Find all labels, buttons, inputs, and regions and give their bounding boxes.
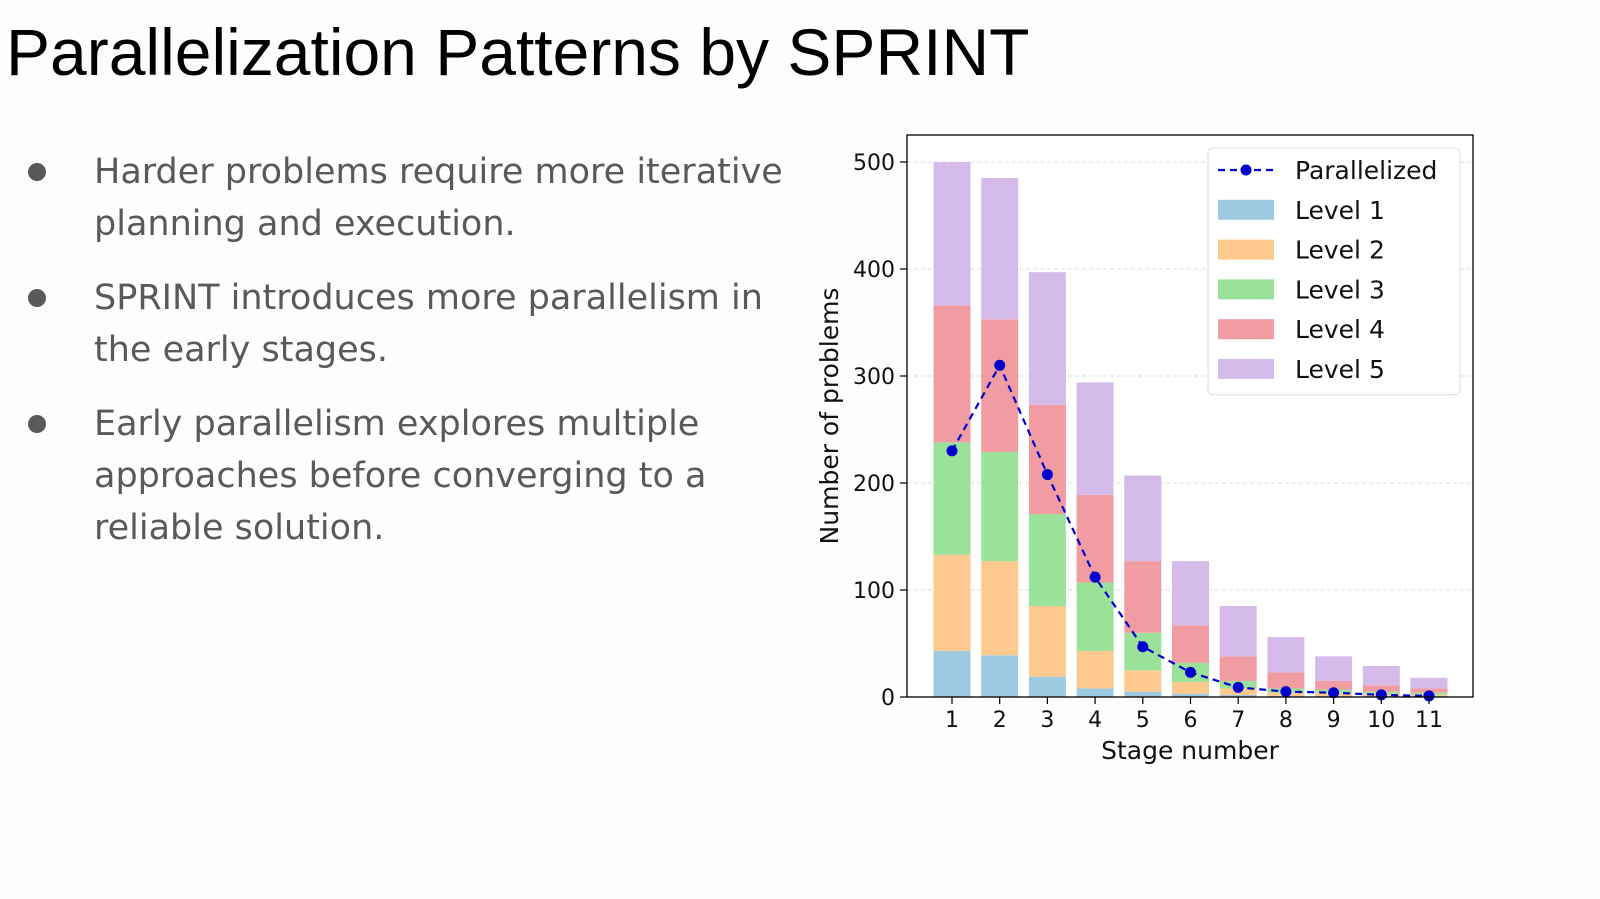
bar-segment-level-4 [1028, 404, 1066, 515]
bullet-text: SPRINT introduces more parallelism in th… [94, 278, 763, 370]
bar-segment-level-2 [1028, 606, 1066, 677]
x-tick-label: 1 [945, 708, 959, 733]
bullet-icon [28, 289, 46, 307]
bar-segment-level-4 [1362, 685, 1400, 692]
legend-patch [1218, 279, 1274, 300]
bar-segment-level-2 [1172, 682, 1209, 694]
bar-segment-level-1 [1124, 691, 1162, 697]
bar-segment-level-2 [981, 561, 1019, 656]
bar-segment-level-1 [933, 650, 971, 697]
bar-segment-level-5 [1028, 272, 1066, 405]
bar-segment-level-1 [981, 655, 1019, 697]
legend-marker [1240, 164, 1252, 176]
bullet-text: Harder problems require more iterative p… [94, 152, 783, 244]
y-axis-label: Number of problems [815, 288, 844, 545]
bar-segment-level-4 [933, 305, 971, 443]
y-tick-label: 100 [853, 579, 895, 604]
y-tick-label: 500 [853, 151, 895, 176]
bar-segment-level-5 [933, 162, 971, 306]
bar-segment-level-5 [1076, 382, 1114, 495]
bullet-item: Early parallelism explores multiple appr… [22, 398, 812, 554]
parallelized-point [1423, 690, 1435, 702]
parallelized-point [1089, 571, 1101, 583]
bar-segment-level-3 [981, 451, 1019, 562]
bullet-item: Harder problems require more iterative p… [22, 146, 812, 250]
x-tick-label: 6 [1184, 708, 1198, 733]
legend-label: Level 1 [1295, 196, 1385, 225]
y-tick-label: 400 [853, 258, 895, 283]
legend-label: Level 5 [1295, 355, 1385, 384]
x-tick-label: 10 [1367, 708, 1395, 733]
x-tick-label: 4 [1088, 708, 1102, 733]
bar-segment-level-5 [1124, 475, 1162, 562]
parallelized-point [1185, 666, 1196, 678]
legend-patch [1218, 359, 1274, 379]
legend-patch [1218, 199, 1274, 220]
y-tick-label: 0 [881, 686, 895, 711]
bar-segment-level-4 [1267, 672, 1305, 689]
bar-segment-level-3 [1028, 514, 1066, 607]
bar-segment-level-1 [1219, 694, 1257, 697]
bar-segment-level-3 [1076, 582, 1114, 651]
x-axis-label: Stage number [1101, 736, 1279, 765]
x-tick-label: 9 [1327, 708, 1341, 733]
x-tick-label: 5 [1136, 708, 1150, 733]
bar-segment-level-1 [1028, 676, 1066, 697]
bar-segment-level-4 [981, 319, 1019, 452]
bar-segment-level-5 [1362, 665, 1400, 686]
bar-segment-level-1 [1172, 693, 1209, 697]
bar-segment-level-4 [1172, 625, 1209, 663]
bullet-icon [28, 163, 46, 181]
y-tick-label: 300 [853, 365, 895, 390]
bar-segment-level-5 [1267, 637, 1305, 673]
bar-segment-level-5 [1410, 677, 1448, 689]
legend-patch [1218, 239, 1274, 260]
x-tick-label: 11 [1415, 708, 1443, 733]
bar-segment-level-5 [1315, 656, 1353, 681]
legend-label: Parallelized [1295, 156, 1437, 185]
bar-segment-level-4 [1315, 680, 1353, 690]
parallelized-point [1137, 641, 1149, 653]
legend-label: Level 2 [1295, 236, 1385, 265]
bullet-icon [28, 415, 46, 433]
bullet-list: Harder problems require more iterative p… [22, 146, 812, 576]
x-tick-label: 2 [993, 708, 1007, 733]
legend-label: Level 3 [1295, 275, 1385, 304]
legend-patch [1218, 319, 1274, 340]
bullet-item: SPRINT introduces more parallelism in th… [22, 272, 812, 376]
parallelized-point [1041, 468, 1053, 480]
bar-segment-level-5 [1219, 606, 1257, 657]
bar-segment-level-3 [933, 442, 971, 555]
slide-title: Parallelization Patterns by SPRINT [6, 15, 1030, 89]
parallelized-point [1328, 687, 1340, 699]
bar-segment-level-2 [933, 554, 971, 651]
parallelized-point [1232, 681, 1244, 693]
legend-label: Level 4 [1295, 315, 1385, 344]
parallelized-point [1280, 686, 1292, 698]
bar-segment-level-5 [981, 178, 1019, 320]
bullet-text: Early parallelism explores multiple appr… [94, 404, 707, 548]
parallelized-point [946, 445, 958, 457]
bar-segment-level-4 [1076, 494, 1114, 583]
x-tick-label: 7 [1231, 708, 1245, 733]
bar-segment-level-2 [1124, 670, 1162, 692]
bar-segment-level-1 [1076, 688, 1114, 697]
bar-segment-level-5 [1172, 561, 1209, 626]
bar-segment-level-4 [1219, 656, 1257, 681]
parallelized-point [994, 359, 1006, 371]
bar-segment-level-4 [1124, 561, 1162, 633]
x-tick-label: 3 [1040, 708, 1054, 733]
y-tick-label: 200 [853, 472, 895, 497]
bar-segment-level-2 [1076, 650, 1114, 689]
x-tick-label: 8 [1279, 708, 1293, 733]
